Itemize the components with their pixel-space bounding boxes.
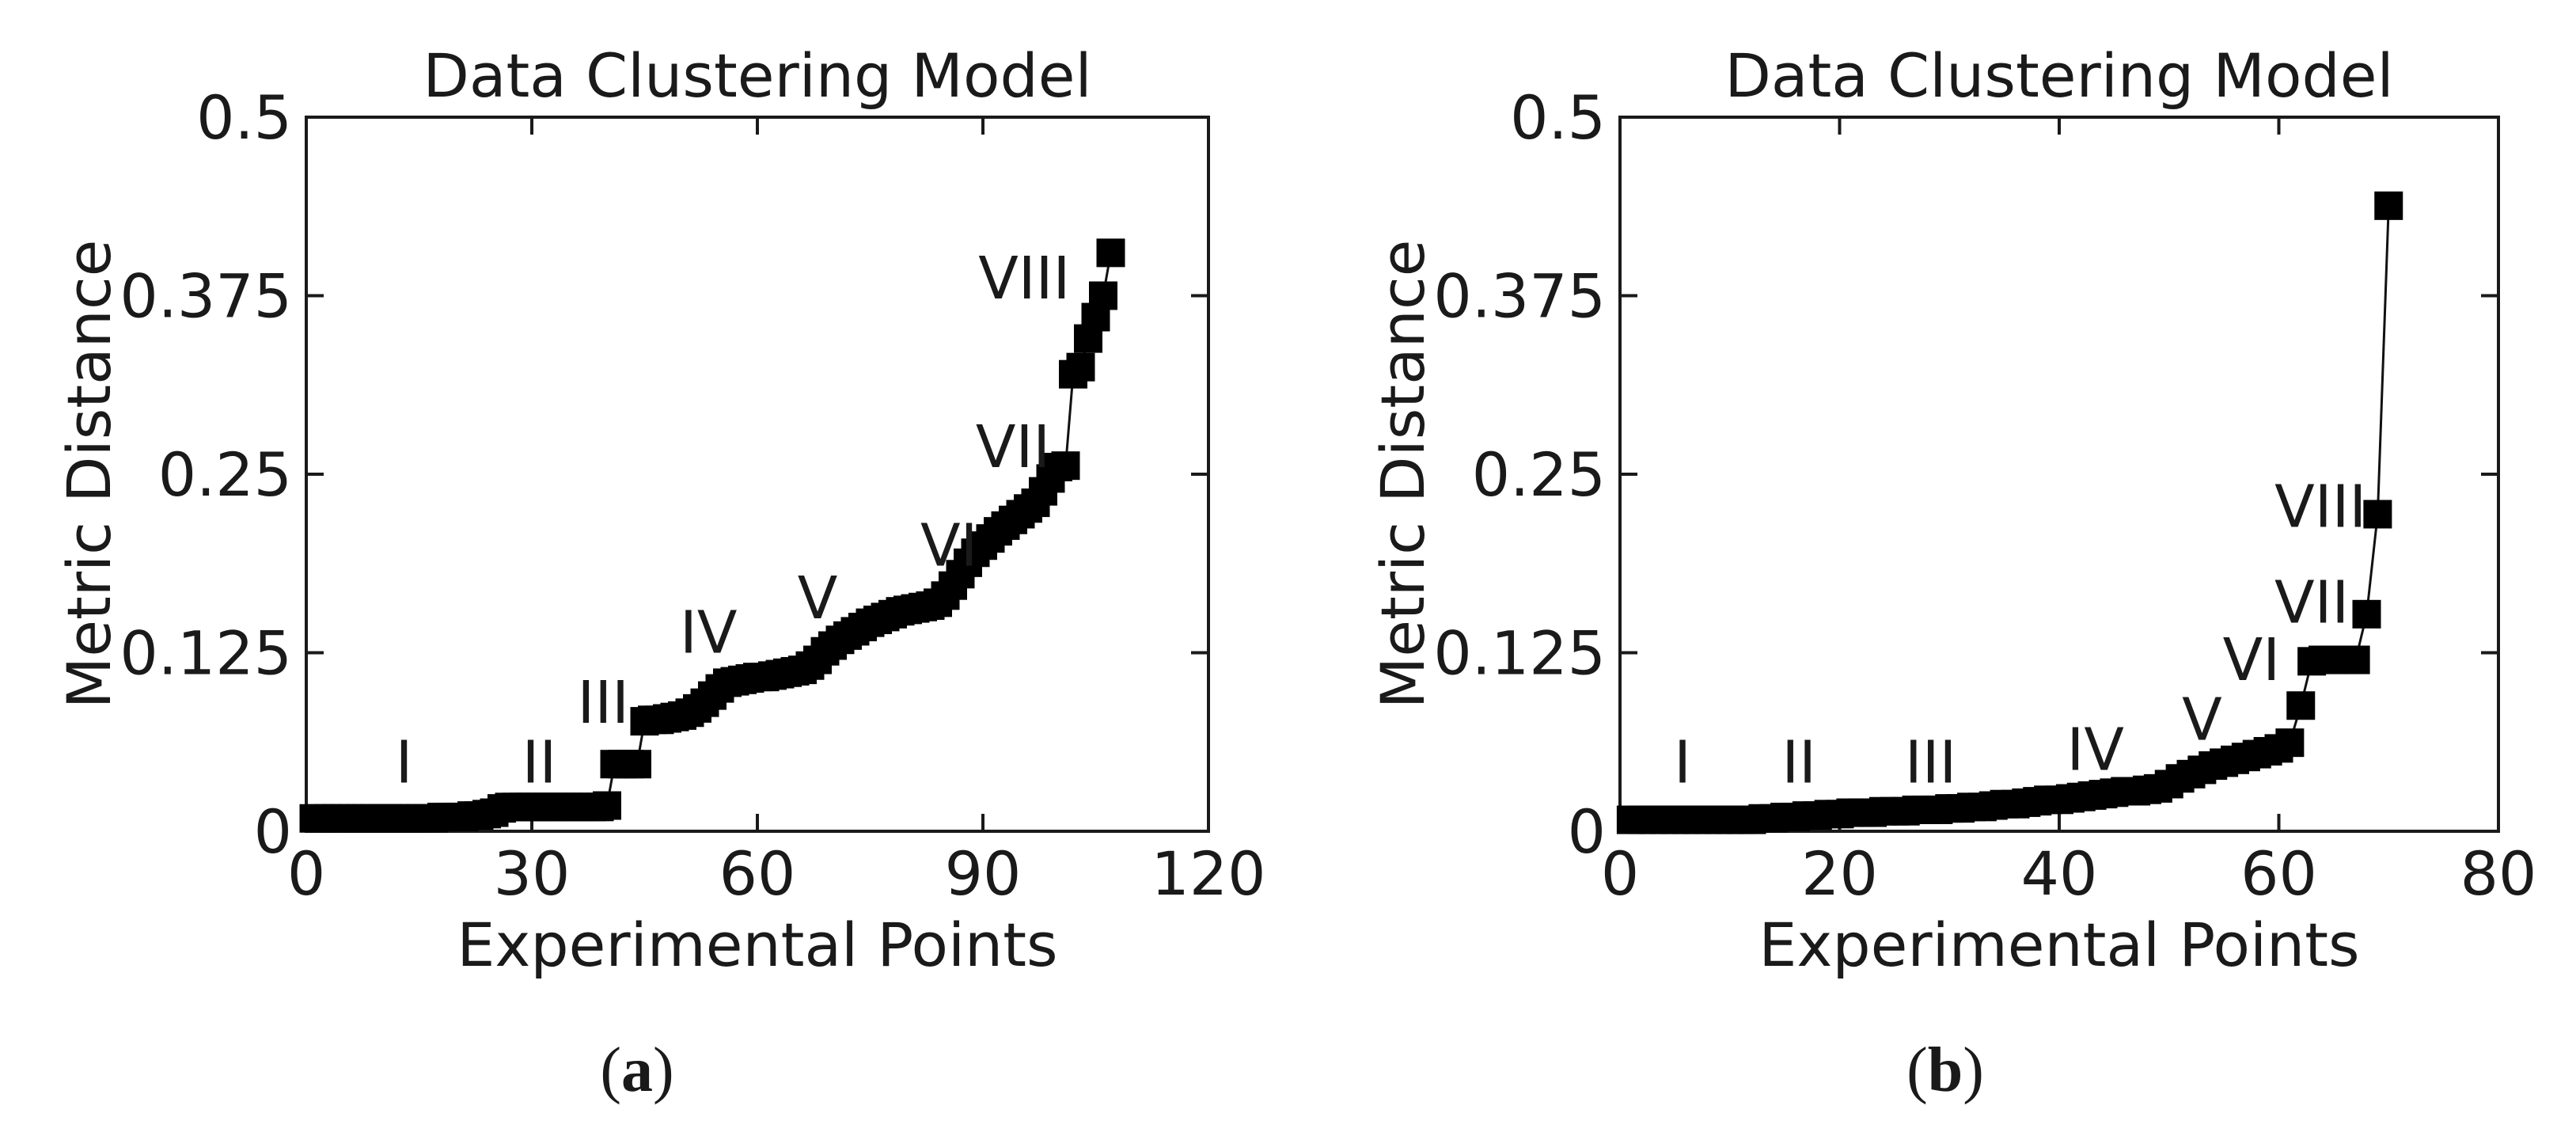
panel-caption-letter: b	[1928, 1036, 1963, 1105]
y-tick-label: 0.375	[120, 261, 292, 332]
region-label: II	[1781, 729, 1816, 797]
y-axis-label: Metric Distance	[54, 240, 124, 709]
data-point	[2275, 728, 2305, 758]
x-tick-label: 0	[287, 838, 325, 909]
plot-frame	[1618, 116, 2500, 833]
data-point	[1066, 352, 1095, 382]
region-label: I	[1674, 729, 1691, 797]
region-label: V	[798, 564, 838, 633]
chart-panel-b: Data Clustering Model 0 20 40 60 80 0 0.125 0.25…	[1368, 40, 2536, 1105]
y-tick-label: 0.125	[120, 618, 292, 689]
panel-caption: (b)	[1906, 1036, 1984, 1105]
data-point	[1051, 451, 1080, 481]
y-tick-label: 0.375	[1433, 261, 1606, 332]
region-label: III	[1905, 729, 1956, 797]
chart-title: Data Clustering Model	[1724, 40, 2393, 111]
x-axis-label: Experimental Points	[457, 910, 1057, 980]
data-point	[2352, 599, 2381, 629]
x-tick-label: 0	[1601, 838, 1639, 909]
data-point	[1096, 238, 1125, 268]
data-point	[623, 750, 651, 779]
y-tick-label: 0.5	[196, 82, 292, 153]
x-tick-label: 90	[945, 838, 1022, 909]
region-label: III	[578, 669, 629, 737]
x-tick-label: 20	[1801, 838, 1878, 909]
region-label: VII	[976, 413, 1050, 481]
data-point	[593, 791, 621, 820]
region-label: IV	[2067, 716, 2125, 784]
x-tick-label: 40	[2021, 838, 2098, 909]
y-tick-label: 0	[1568, 796, 1606, 867]
panel-caption: (a)	[600, 1036, 673, 1105]
region-label: VII	[2274, 569, 2349, 637]
y-tick-label: 0.25	[1472, 439, 1606, 510]
data-point	[2374, 191, 2403, 220]
region-label: II	[522, 729, 557, 797]
region-label: VIII	[2274, 473, 2366, 542]
region-label: V	[2182, 686, 2222, 754]
x-tick-label: 60	[2240, 838, 2317, 909]
y-tick-label: 0.125	[1433, 618, 1606, 689]
x-tick-label: 80	[2460, 838, 2537, 909]
region-label: VI	[2223, 626, 2280, 694]
x-tick-label: 60	[719, 838, 796, 909]
x-tick-label: 30	[494, 838, 571, 909]
x-axis-label: Experimental Points	[1758, 910, 2359, 980]
data-point	[2341, 645, 2370, 674]
region-label: VIII	[978, 245, 1070, 313]
x-tick-label: 120	[1151, 838, 1265, 909]
data-point	[1089, 281, 1117, 310]
chart-panel-a: Data Clustering Model 0 30 60 90 120 0 0.125 0.2…	[54, 40, 1266, 1105]
panel-caption-letter: a	[621, 1036, 653, 1105]
region-label: I	[396, 729, 413, 797]
y-tick-label: 0.5	[1510, 82, 1606, 153]
y-tick-label: 0.25	[158, 439, 292, 510]
chart-title: Data Clustering Model	[423, 40, 1091, 111]
y-axis-label: Metric Distance	[1368, 240, 1438, 709]
y-tick-label: 0	[254, 796, 292, 867]
region-label: IV	[680, 599, 738, 667]
data-point	[2363, 500, 2392, 529]
data-point	[2286, 691, 2316, 720]
region-label: VI	[920, 511, 977, 580]
